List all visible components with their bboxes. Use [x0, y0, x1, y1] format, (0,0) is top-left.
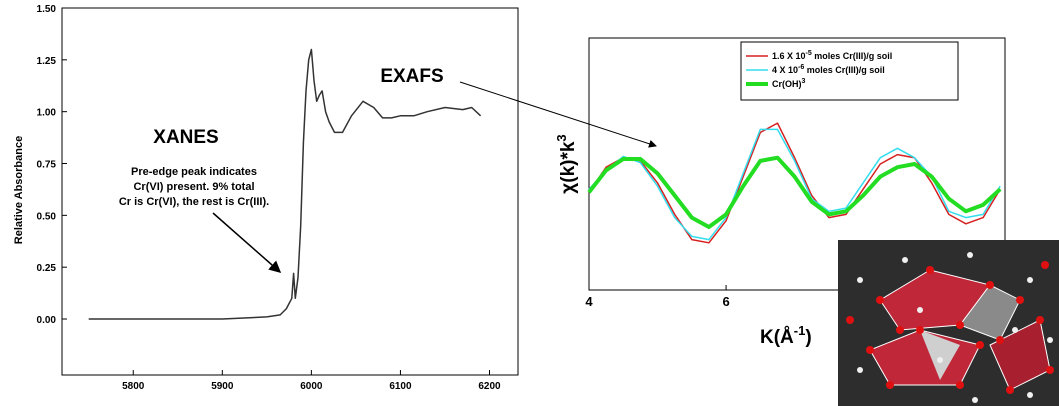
legend-label-sup: 3	[802, 78, 806, 85]
legend-label: moles Cr(III)/g soil	[804, 65, 885, 75]
legend-label: 4 X 10-6 moles Cr(III)/g soil	[772, 64, 885, 75]
y-axis-label: χ(k)*k3	[554, 134, 579, 193]
legend-label: Cr(OH)	[772, 79, 802, 89]
y-axis-label: χ(k)*k	[558, 141, 579, 194]
annotation: XANES	[153, 127, 218, 148]
annotation: Pre-edge peak indicates	[131, 166, 257, 178]
x-tick-label: 5800	[122, 381, 145, 392]
arrow	[459, 81, 657, 148]
x-axis-label: K(Å-1)	[760, 323, 812, 348]
x-tick-label: 6000	[300, 381, 323, 392]
y-tick-label: 0.75	[37, 160, 57, 171]
y-tick-label: 0.50	[37, 211, 57, 222]
arrow	[212, 212, 282, 273]
legend-label: Cr(OH)3	[772, 78, 806, 89]
y-axis-label: Relative Absorbance	[13, 136, 25, 244]
x-axis-label-sup: -1	[794, 323, 806, 338]
y-tick-label: 1.25	[37, 56, 57, 67]
annotation: Cr(VI) present. 9% total	[133, 181, 254, 193]
data-line	[88, 48, 482, 320]
y-axis-label-sup: 3	[554, 134, 569, 141]
y-tick-label: 0.00	[37, 315, 57, 326]
x-tick-label: 4	[585, 294, 593, 309]
annotation: Cr is Cr(VI), the rest is Cr(III).	[119, 196, 269, 208]
plot-frame	[588, 37, 1006, 291]
legend-label: moles Cr(III)/g soil	[812, 51, 893, 61]
legend	[740, 41, 959, 101]
x-axis-label: )	[805, 327, 811, 348]
structure-image	[838, 240, 1059, 406]
x-tick-label: 5900	[211, 381, 234, 392]
data-line	[587, 155, 1002, 229]
legend-label-sup: -5	[806, 50, 812, 57]
annotation: EXAFS	[380, 66, 443, 87]
legend-label: 4 X 10	[772, 65, 798, 75]
legend-label: 1.6 X 10-5 moles Cr(III)/g soil	[772, 50, 892, 61]
y-tick-label: 0.25	[37, 263, 57, 274]
data-line	[588, 122, 1001, 244]
x-tick-label: 6200	[478, 381, 501, 392]
y-tick-label: 1.50	[37, 4, 57, 15]
plot-frame	[61, 7, 519, 376]
x-axis-label: K(Å	[760, 327, 794, 348]
legend-label: 1.6 X 10	[772, 51, 806, 61]
x-tick-label: 6	[722, 294, 729, 309]
y-tick-label: 1.00	[37, 108, 57, 119]
x-tick-label: 6100	[389, 381, 412, 392]
legend-label-sup: -6	[798, 64, 804, 71]
